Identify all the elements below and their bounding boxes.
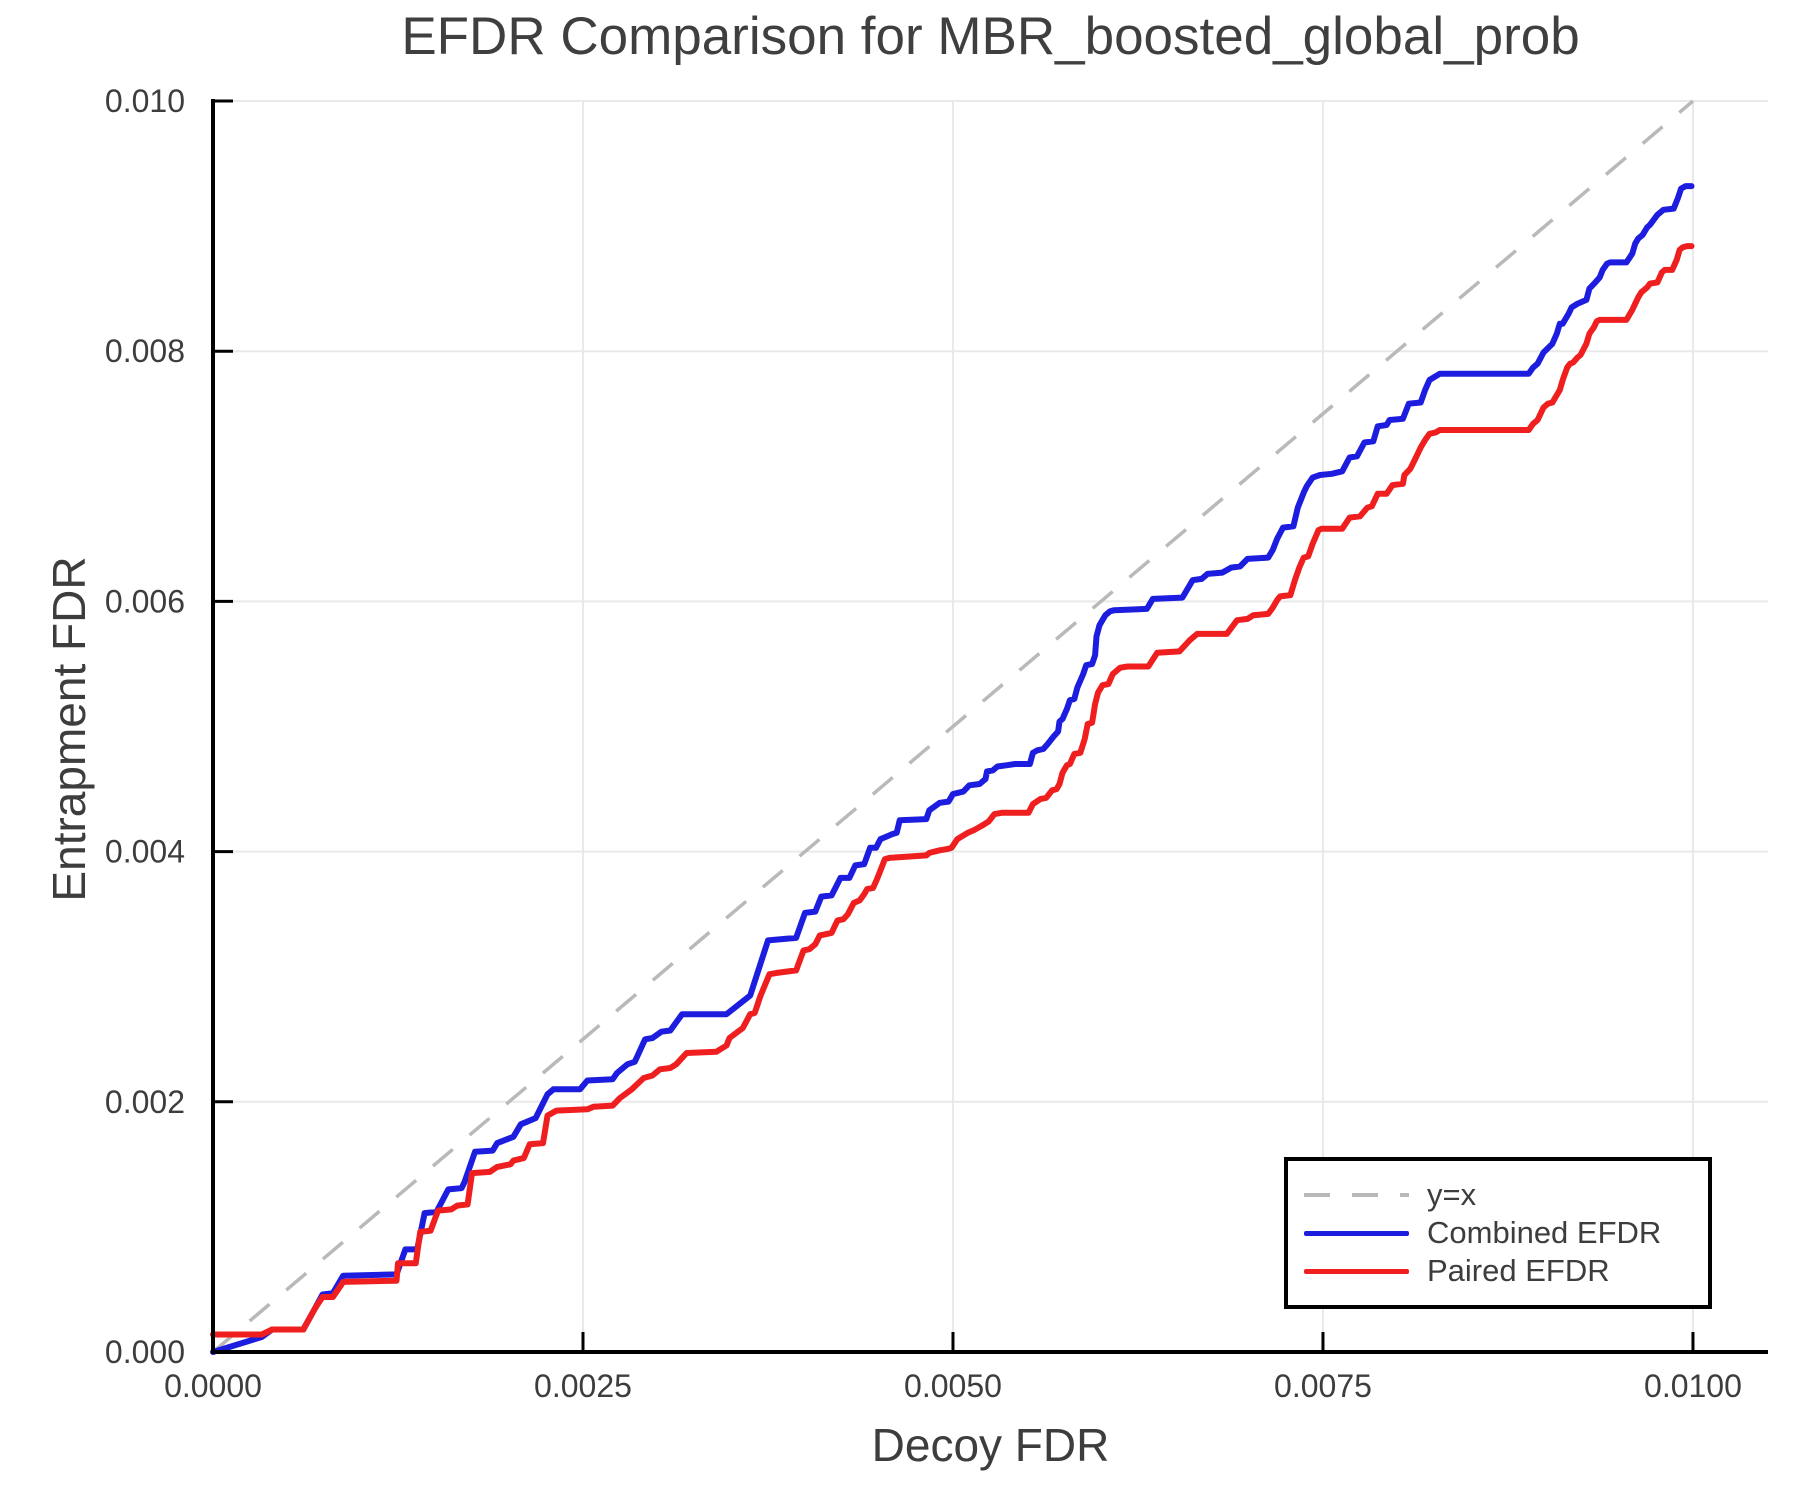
y-tick-label: 0.010 <box>105 83 185 119</box>
legend-line-sample <box>1304 1268 1409 1274</box>
y-tick-label: 0.002 <box>105 1084 185 1120</box>
series-line-combined-efdr <box>210 183 1695 1355</box>
chart-title: EFDR Comparison for MBR_boosted_global_p… <box>401 7 1580 66</box>
x-axis-label: Decoy FDR <box>871 1419 1110 1471</box>
x-tick-label: 0.0025 <box>534 1368 632 1404</box>
legend-entry: Paired EFDR <box>1304 1253 1708 1288</box>
reference-line-yx <box>211 99 1695 1354</box>
legend-dashed-line-swatch <box>1304 1193 1409 1197</box>
x-tick-label: 0.0050 <box>904 1368 1002 1404</box>
legend-entry: y=x <box>1304 1177 1708 1212</box>
series-line-paired-efdr <box>210 243 1695 1338</box>
y-tick-label: 0.000 <box>105 1334 185 1370</box>
legend-entry: Combined EFDR <box>1304 1215 1708 1250</box>
legend-label: Paired EFDR <box>1427 1253 1610 1288</box>
x-tick-label: 0.0075 <box>1274 1368 1372 1404</box>
y-axis-label: Entrapment FDR <box>43 556 95 902</box>
x-tick-label: 0.0000 <box>164 1368 262 1404</box>
y-tick-label: 0.004 <box>105 834 185 870</box>
y-tick-label: 0.006 <box>105 583 185 619</box>
legend-label: Combined EFDR <box>1427 1215 1662 1250</box>
x-tick-label: 0.0100 <box>1644 1368 1742 1404</box>
legend-line-swatch <box>1304 1268 1409 1274</box>
legend: y=x Combined EFDR Paired EFDR <box>1284 1157 1712 1309</box>
legend-line-sample <box>1304 1193 1409 1197</box>
legend-line-swatch <box>1304 1230 1409 1236</box>
y-tick-label: 0.008 <box>105 333 185 369</box>
legend-label: y=x <box>1427 1177 1477 1212</box>
legend-line-sample <box>1304 1230 1409 1236</box>
